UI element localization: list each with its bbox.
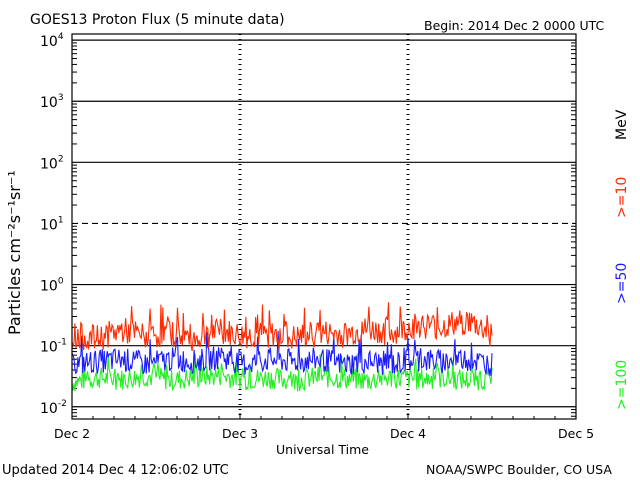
y-tick-label: 104 xyxy=(40,32,64,50)
y-tick-label: 10-1 xyxy=(40,338,67,356)
y-tick-label: 100 xyxy=(40,277,64,295)
y-axis-label: Particles cm⁻²s⁻¹sr⁻¹ xyxy=(5,170,24,335)
x-tick-label: Dec 2 xyxy=(54,426,90,441)
series-line-ge100 xyxy=(71,353,493,392)
series-line-ge10 xyxy=(71,302,493,352)
legend-unit-label: MeV xyxy=(614,109,630,140)
chart-title: GOES13 Proton Flux (5 minute data) xyxy=(30,12,285,28)
begin-label: Begin: 2014 Dec 2 0000 UTC xyxy=(424,18,604,33)
series-line-ge50 xyxy=(71,330,493,376)
x-tick-label: Dec 4 xyxy=(390,426,426,441)
source-label: NOAA/SWPC Boulder, CO USA xyxy=(426,462,612,477)
legend-ge50-label: >=50 xyxy=(614,263,630,304)
y-tick-label: 10-2 xyxy=(40,399,67,417)
legend-ge10-label: >=10 xyxy=(614,177,630,218)
y-tick-label: 103 xyxy=(40,93,64,111)
plot-layer: 104 103 102 101 100 10-1 10-2 Dec 2 Dec 3 Dec 4 De… xyxy=(40,32,594,441)
x-axis-label: Universal Time xyxy=(276,442,369,457)
legend-ge100-label: >=100 xyxy=(614,360,630,410)
updated-timestamp: Updated 2014 Dec 4 12:06:02 UTC xyxy=(2,463,229,478)
y-tick-label: 101 xyxy=(40,215,64,233)
plot-frame xyxy=(71,33,577,420)
x-tick-label: Dec 3 xyxy=(222,426,258,441)
y-tick-label: 102 xyxy=(40,154,64,172)
x-tick-label: Dec 5 xyxy=(558,426,594,441)
